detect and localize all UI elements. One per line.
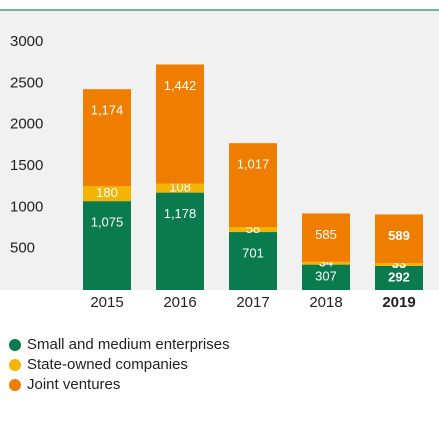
- data-label: 292: [388, 269, 410, 284]
- plot-background: [0, 10, 439, 290]
- x-tick-label: 2016: [163, 294, 196, 311]
- bar-segment: [302, 264, 350, 290]
- bar-segment: [302, 261, 350, 265]
- data-label: 1,017: [237, 157, 270, 172]
- y-tick-label: 500: [10, 240, 35, 257]
- bar-segment: [156, 64, 204, 184]
- y-tick-label: 1000: [10, 198, 43, 215]
- data-label: 701: [242, 245, 264, 260]
- data-label: 1,075: [91, 215, 124, 230]
- y-tick-label: 2000: [10, 116, 43, 133]
- data-label: 1,442: [164, 78, 197, 93]
- bar-segment: [375, 265, 423, 290]
- bar-segment: [156, 192, 204, 290]
- x-tick-label: 2019: [382, 294, 415, 311]
- data-label: 585: [315, 227, 337, 242]
- legend-marker: [9, 339, 21, 351]
- x-tick-label: 2017: [236, 294, 269, 311]
- bar-segment: [83, 201, 131, 290]
- bar-segment: [156, 183, 204, 193]
- data-label: 1,178: [164, 206, 197, 221]
- bar-segment: [302, 213, 350, 262]
- legend-label: Small and medium enterprises: [27, 336, 230, 353]
- bar-segment: [229, 227, 277, 233]
- y-tick-label: 2500: [10, 74, 43, 91]
- bar-segment: [229, 232, 277, 290]
- legend-label: State-owned companies: [27, 356, 188, 373]
- data-label: 180: [96, 185, 118, 200]
- x-tick-label: 2018: [309, 294, 342, 311]
- bar-segment: [83, 89, 131, 187]
- y-tick-label: 1500: [10, 157, 43, 174]
- bar-segment: [229, 143, 277, 228]
- data-label: 1,174: [91, 103, 124, 118]
- legend-marker: [9, 379, 21, 391]
- data-label: 589: [388, 228, 410, 243]
- bar-segment: [375, 263, 423, 266]
- data-label: 307: [315, 269, 337, 284]
- legend-marker: [9, 359, 21, 371]
- bar-segment: [83, 186, 131, 202]
- legend-label: Joint ventures: [27, 376, 120, 393]
- x-tick-label: 2015: [90, 294, 123, 311]
- y-tick-label: 3000: [10, 33, 43, 50]
- bar-segment: [375, 214, 423, 264]
